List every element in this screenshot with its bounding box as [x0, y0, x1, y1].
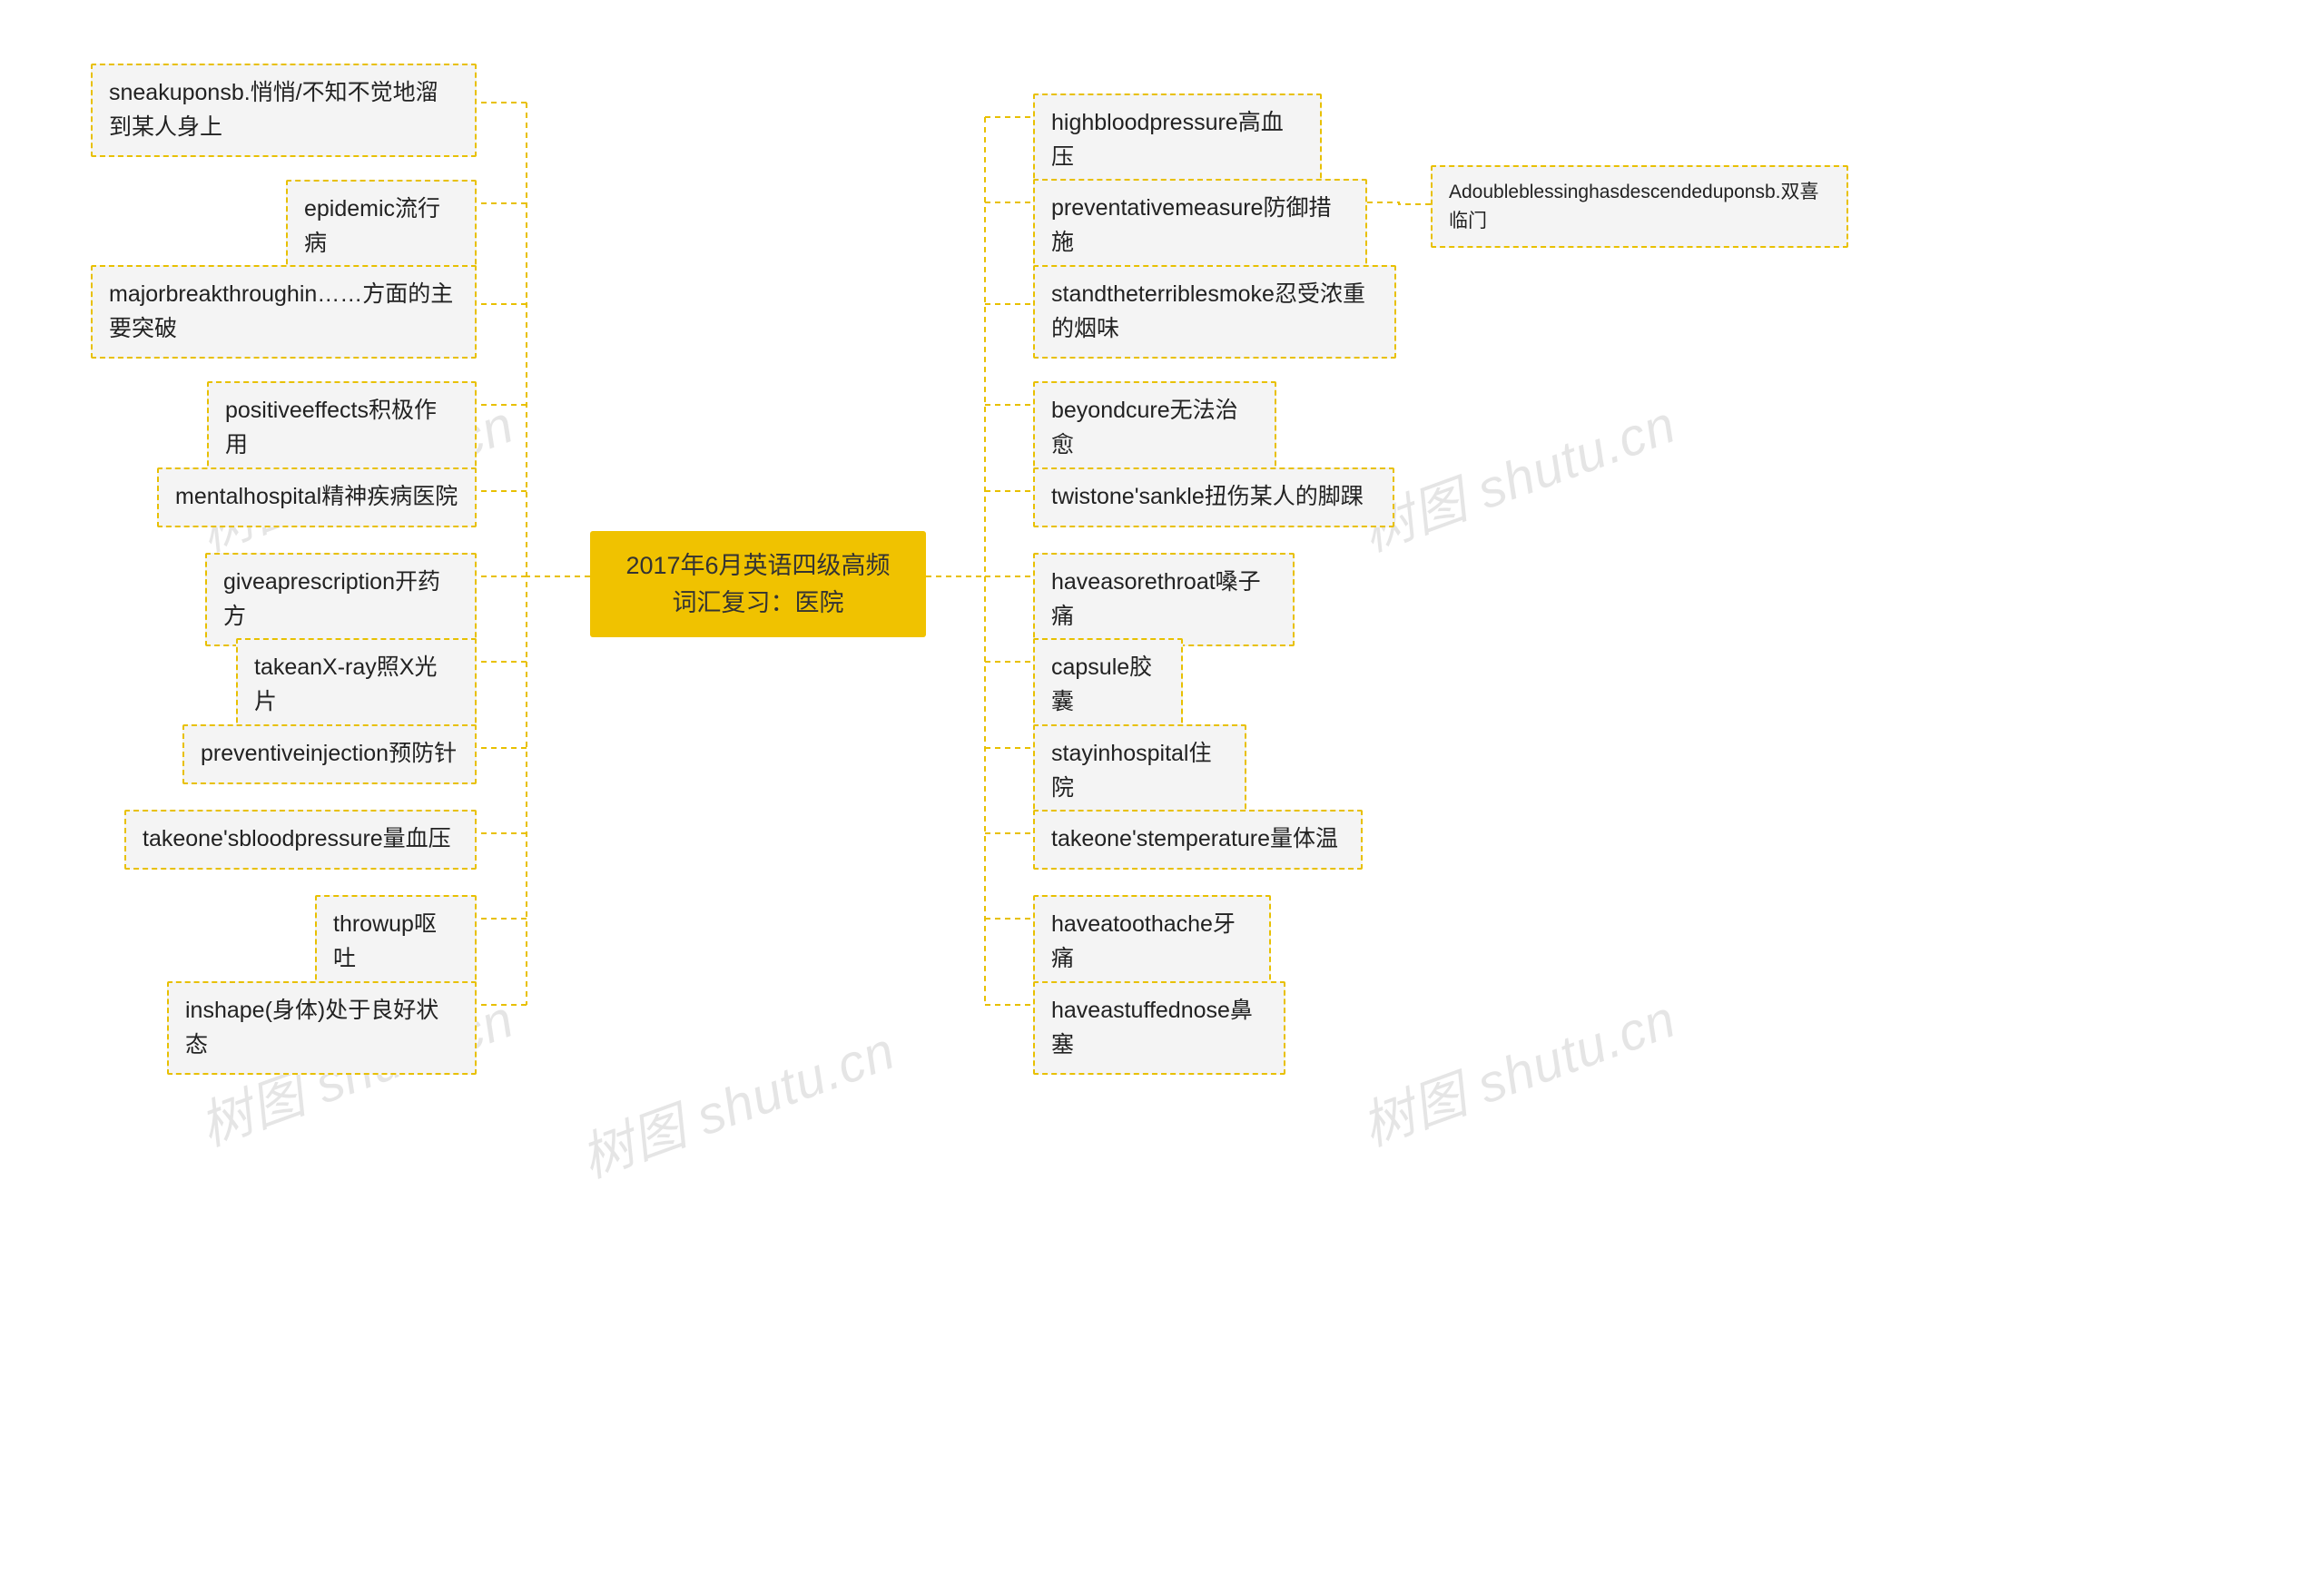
right-node: haveastuffednose鼻塞 [1033, 981, 1285, 1075]
right-node: standtheterriblesmoke忍受浓重的烟味 [1033, 265, 1396, 359]
mindmap-canvas: 树图 shutu.cn树图 shutu.cn树图 shutu.cn树图 shut… [0, 0, 2324, 1584]
left-node-label: preventiveinjection预防针 [201, 741, 457, 766]
left-node: takeone'sbloodpressure量血压 [124, 810, 477, 870]
right-node: twistone'sankle扭伤某人的脚踝 [1033, 467, 1394, 527]
right-node-label: takeone'stemperature量体温 [1051, 826, 1338, 851]
center-title-line2: 词汇复习：医院 [615, 585, 901, 622]
left-node-label: throwup呕吐 [333, 911, 437, 971]
left-node-label: takeone'sbloodpressure量血压 [143, 826, 451, 851]
left-node: majorbreakthroughin……方面的主要突破 [91, 265, 477, 359]
right-node-label: capsule胶囊 [1051, 654, 1152, 714]
sub-node: Adoubleblessinghasdescendeduponsb.双喜临门 [1431, 165, 1848, 248]
left-node: throwup呕吐 [315, 895, 477, 989]
watermark: 树图 shutu.cn [1350, 977, 1685, 1161]
left-node: preventiveinjection预防针 [182, 724, 477, 784]
left-node-label: inshape(身体)处于良好状态 [185, 998, 438, 1058]
right-node-label: stayinhospital住院 [1051, 741, 1211, 801]
right-node: stayinhospital住院 [1033, 724, 1246, 818]
left-node: epidemic流行病 [286, 180, 477, 273]
center-title-line1: 2017年6月英语四级高频 [615, 547, 901, 585]
watermark: 树图 shutu.cn [569, 1008, 904, 1193]
watermark: 树图 shutu.cn [1350, 382, 1685, 566]
right-node: haveasorethroat嗓子痛 [1033, 553, 1295, 646]
right-node: capsule胶囊 [1033, 638, 1183, 732]
left-node-label: sneakuponsb.悄悄/不知不觉地溜到某人身上 [109, 80, 438, 140]
left-node-label: giveaprescription开药方 [223, 569, 440, 629]
right-node: highbloodpressure高血压 [1033, 93, 1322, 187]
left-node: positiveeffects积极作用 [207, 381, 477, 475]
left-node-label: takeanX-ray照X光片 [254, 654, 437, 714]
left-node: sneakuponsb.悄悄/不知不觉地溜到某人身上 [91, 64, 477, 157]
right-node: preventativemeasure防御措施 [1033, 179, 1367, 272]
right-node-label: standtheterriblesmoke忍受浓重的烟味 [1051, 281, 1365, 341]
center-node: 2017年6月英语四级高频词汇复习：医院 [590, 531, 926, 637]
left-node-label: mentalhospital精神疾病医院 [175, 484, 458, 509]
left-node: inshape(身体)处于良好状态 [167, 981, 477, 1075]
left-node-label: epidemic流行病 [304, 196, 440, 256]
right-node-label: haveastuffednose鼻塞 [1051, 998, 1253, 1058]
right-node-label: beyondcure无法治愈 [1051, 398, 1238, 457]
right-node: haveatoothache牙痛 [1033, 895, 1271, 989]
left-node-label: majorbreakthroughin……方面的主要突破 [109, 281, 453, 341]
right-node-label: haveasorethroat嗓子痛 [1051, 569, 1261, 629]
right-node-label: preventativemeasure防御措施 [1051, 195, 1331, 255]
right-node-label: twistone'sankle扭伤某人的脚踝 [1051, 484, 1364, 509]
sub-node-label: Adoubleblessinghasdescendeduponsb.双喜临门 [1449, 182, 1818, 231]
right-node: beyondcure无法治愈 [1033, 381, 1276, 475]
right-node: takeone'stemperature量体温 [1033, 810, 1363, 870]
left-node: takeanX-ray照X光片 [236, 638, 477, 732]
left-node: giveaprescription开药方 [205, 553, 477, 646]
left-node-label: positiveeffects积极作用 [225, 398, 437, 457]
right-node-label: haveatoothache牙痛 [1051, 911, 1236, 971]
right-node-label: highbloodpressure高血压 [1051, 110, 1284, 170]
left-node: mentalhospital精神疾病医院 [157, 467, 477, 527]
